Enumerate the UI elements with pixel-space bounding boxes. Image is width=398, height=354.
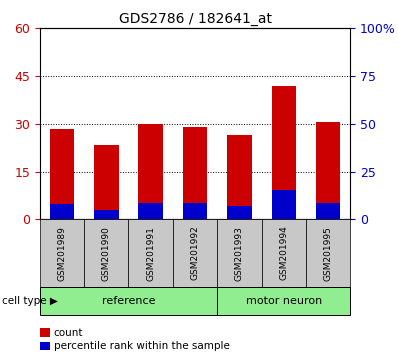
Bar: [271, 86, 296, 219]
Bar: [139, 203, 163, 219]
Text: GSM201989: GSM201989: [57, 225, 66, 281]
Text: GSM201995: GSM201995: [324, 225, 333, 281]
Bar: [94, 210, 119, 219]
Bar: [50, 204, 74, 219]
Bar: [227, 135, 252, 219]
Text: GSM201993: GSM201993: [235, 225, 244, 281]
Title: GDS2786 / 182641_at: GDS2786 / 182641_at: [119, 12, 271, 26]
Text: GSM201990: GSM201990: [102, 225, 111, 281]
Bar: [50, 129, 74, 219]
Text: count: count: [54, 328, 83, 338]
Bar: [227, 206, 252, 219]
Bar: [271, 190, 296, 219]
Bar: [183, 203, 207, 219]
Text: reference: reference: [102, 296, 155, 306]
Text: motor neuron: motor neuron: [246, 296, 322, 306]
Bar: [183, 127, 207, 219]
Text: GSM201991: GSM201991: [146, 225, 155, 281]
Bar: [139, 124, 163, 219]
Text: GSM201994: GSM201994: [279, 226, 288, 280]
Text: percentile rank within the sample: percentile rank within the sample: [54, 341, 230, 351]
Text: cell type ▶: cell type ▶: [2, 296, 58, 306]
Bar: [94, 144, 119, 219]
Bar: [316, 203, 340, 219]
Bar: [316, 122, 340, 219]
Text: GSM201992: GSM201992: [191, 226, 199, 280]
